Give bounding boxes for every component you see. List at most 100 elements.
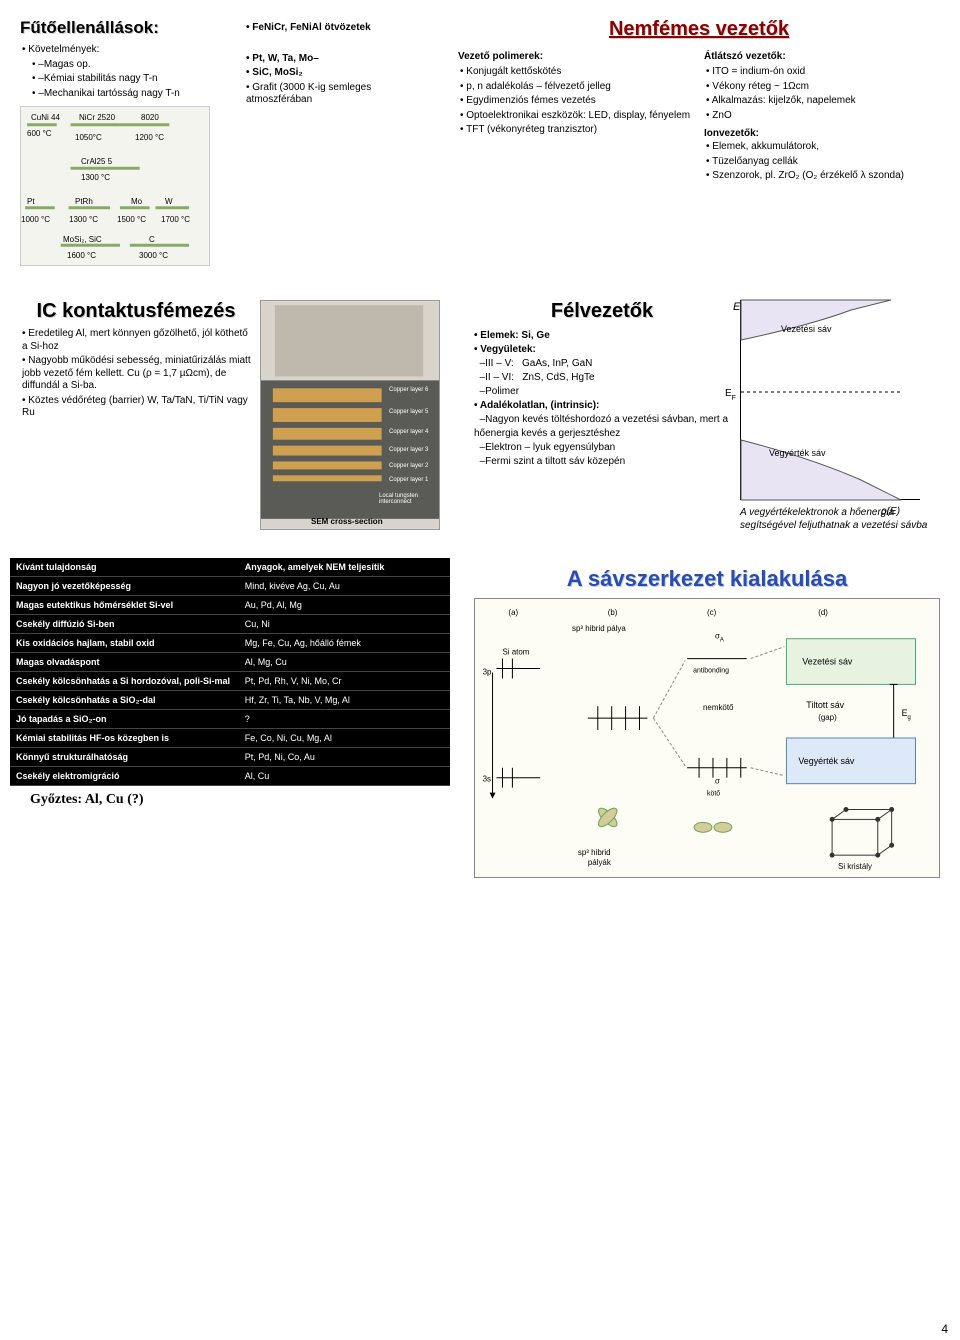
panel-alloys: FeNiCr, FeNiAl ötvözetek Pt, W, Ta, Mo– … <box>234 10 434 274</box>
req-prop: Csekély diffúzió Si-ben <box>10 615 239 634</box>
req-fail: Hf, Zr, Ti, Ta, Nb, V, Mg, Al <box>239 691 450 710</box>
svg-text:Vegyérték sáv: Vegyérték sáv <box>769 448 826 458</box>
sem-label: Copper layer 3 <box>389 447 428 453</box>
table-row: Könnyű strukturálhatóságPt, Pd, Ni, Co, … <box>10 748 450 767</box>
dia-label: Pt <box>27 197 35 206</box>
dia-label: 1300 °C <box>81 173 110 182</box>
p4-b1: Nagyobb működési sebesség, miniatűrizálá… <box>22 355 252 393</box>
dia-label: 1700 °C <box>161 215 190 224</box>
req-prop: Jó tapadás a SiO₂-on <box>10 710 239 729</box>
dia-label: 1300 °C <box>69 215 98 224</box>
alloy-list: FeNiCr, FeNiAl ötvözetek <box>244 22 424 35</box>
table-row: Kis oxidációs hajlam, stabil oxidMg, Fe,… <box>10 634 450 653</box>
table-row: Magas olvadáspontAl, Mg, Cu <box>10 653 450 672</box>
band-caption: A vegyértékelektronok a hőenergia segíts… <box>740 506 940 532</box>
table-row: Csekély kölcsönhatás a SiO₂-dalHf, Zr, T… <box>10 691 450 710</box>
svg-text:σ: σ <box>715 777 720 786</box>
p3c2-3: ZnO <box>706 110 940 123</box>
p2-b3: Grafit (3000 K-ig semleges atmoszférában <box>246 82 424 107</box>
p3c2b-1: Tüzelőanyag cellák <box>706 156 940 169</box>
p3c1-2: Egydimenziós fémes vezetés <box>460 95 694 108</box>
svg-text:3s: 3s <box>483 775 491 784</box>
sem-label: Copper layer 2 <box>389 463 428 469</box>
panel1-title: Fűtőellenállások: <box>20 18 210 38</box>
sem-cross-section-image: Copper layer 6 Copper layer 5 Copper layer… <box>260 300 440 530</box>
requirements-table: Kívánt tulajdonság Anyagok, amelyek NEM … <box>10 558 450 786</box>
svg-text:Si atom: Si atom <box>502 648 529 657</box>
panel1-list: Követelmények: –Magas op. –Kémiai stabil… <box>20 44 210 100</box>
dia-label: CrAl25 5 <box>81 157 112 166</box>
table-row: Magas eutektikus hőmérséklet Si-velAu, P… <box>10 596 450 615</box>
sem-label: SEM cross-section <box>311 517 383 526</box>
p3c2-1: Vékony réteg ~ 1Ωcm <box>706 81 940 94</box>
panel-requirements-table: Kívánt tulajdonság Anyagok, amelyek NEM … <box>10 558 450 886</box>
panel7-title: A sávszerkezet kialakulása <box>474 566 940 592</box>
p1-b3: –Mechanikai tartósság nagy T-n <box>32 88 210 101</box>
p1-b0: Követelmények: <box>22 44 210 57</box>
table-row: Kémiai stabilitás HF-os közegben isFe, C… <box>10 729 450 748</box>
dia-label: CuNi 44 <box>31 113 60 122</box>
dia-label: W <box>165 197 173 206</box>
p3c2h: Átlátszó vezetők: <box>704 51 940 62</box>
req-prop: Könnyű strukturálhatóság <box>10 748 239 767</box>
sem-label: Copper layer 6 <box>389 387 428 393</box>
dia-label: NiCr 2520 <box>79 113 115 122</box>
dia-label: 1600 °C <box>67 251 96 260</box>
svg-text:(b): (b) <box>608 608 618 617</box>
p2-b0: FeNiCr, FeNiAl ötvözetek <box>246 22 424 35</box>
dia-label: 600 °C <box>27 129 52 138</box>
panel-semiconductors: Félvezetők • Elemek: Si, Ge • Vegyületek… <box>464 292 950 540</box>
req-prop: Magas eutektikus hőmérséklet Si-vel <box>10 596 239 615</box>
panel3-title: Nemfémes vezetők <box>458 18 940 41</box>
svg-text:nemkötő: nemkötő <box>703 703 734 712</box>
dia-label: 8020 <box>141 113 159 122</box>
req-fail: Au, Pd, Al, Mg <box>239 596 450 615</box>
sem-label: Local tungsten interconnect <box>379 493 439 505</box>
p4-b0: Eredetileg Al, mert könnyen gőzölhető, j… <box>22 328 252 353</box>
dia-label: 1000 °C <box>21 215 50 224</box>
table-row: Csekély diffúzió Si-benCu, Ni <box>10 615 450 634</box>
panel-ic-contact: IC kontaktusfémezés Eredetileg Al, mert … <box>10 292 450 540</box>
sem-label: Copper layer 5 <box>389 409 428 415</box>
p1-b2: –Kémiai stabilitás nagy T-n <box>32 73 210 86</box>
panel4-title: IC kontaktusfémezés <box>20 300 252 322</box>
band-formation-diagram: (a) Si atom 3p 3s (b) sp³ hibrid pálya <box>474 598 940 878</box>
tbl-h2: Anyagok, amelyek NEM teljesítik <box>239 558 450 577</box>
svg-text:(a): (a) <box>508 608 518 617</box>
svg-text:Vezetési sáv: Vezetési sáv <box>781 324 832 334</box>
req-fail: Mind, kivéve Ag, Cu, Au <box>239 577 450 596</box>
p1-b1: –Magas op. <box>32 59 210 72</box>
p3c1-3: Optoelektronikai eszközök: LED, display,… <box>460 110 694 123</box>
svg-text:sp³ hibrid: sp³ hibrid <box>578 848 611 857</box>
dia-label: 1200 °C <box>135 133 164 142</box>
winner-line: Győztes: Al, Cu (?) <box>10 786 450 808</box>
polymers-col: Vezető polimerek: Konjugált kettőskötés … <box>458 47 694 185</box>
req-prop: Kémiai stabilitás HF-os közegben is <box>10 729 239 748</box>
dia-label: PtRh <box>75 197 93 206</box>
p3c1-1: p, n adalékolás – félvezető jelleg <box>460 81 694 94</box>
panel5-title: Félvezetők <box>474 300 730 323</box>
dia-label: MoSi₂, SiC <box>63 235 102 244</box>
dia-label: 3000 °C <box>139 251 168 260</box>
svg-text:Vegyérték sáv: Vegyérték sáv <box>798 756 855 766</box>
page-number: 4 <box>941 1322 948 1336</box>
panel-nonmetallic: Nemfémes vezetők Vezető polimerek: Konju… <box>448 10 950 274</box>
req-fail: ? <box>239 710 450 729</box>
sem-label: Copper layer 1 <box>389 477 428 483</box>
band-graph-col: E Vezetési sáv EF Vegyérték sáv ρ(E) A v… <box>740 300 940 532</box>
table-row: Nagyon jó vezetőképességMind, kivéve Ag,… <box>10 577 450 596</box>
dia-label: C <box>149 235 155 244</box>
p2-b1: Pt, W, Ta, Mo– <box>246 53 424 66</box>
svg-text:ρ(E): ρ(E) <box>880 506 900 517</box>
svg-text:Tiltott sáv: Tiltott sáv <box>806 700 844 710</box>
svg-text:sp³ hibrid pálya: sp³ hibrid pálya <box>572 624 626 633</box>
sem-label: Copper layer 4 <box>389 429 428 435</box>
panel-band-structure: A sávszerkezet kialakulása (a) Si atom 3… <box>464 558 950 886</box>
tbl-h1: Kívánt tulajdonság <box>10 558 239 577</box>
req-prop: Csekély elektromigráció <box>10 767 239 786</box>
svg-text:E: E <box>733 301 741 313</box>
req-fail: Fe, Co, Ni, Cu, Mg, Al <box>239 729 450 748</box>
table-row: Csekély kölcsönhatás a Si hordozóval, po… <box>10 672 450 691</box>
p3c2b-0: Elemek, akkumulátorok, <box>706 141 940 154</box>
req-fail: Cu, Ni <box>239 615 450 634</box>
